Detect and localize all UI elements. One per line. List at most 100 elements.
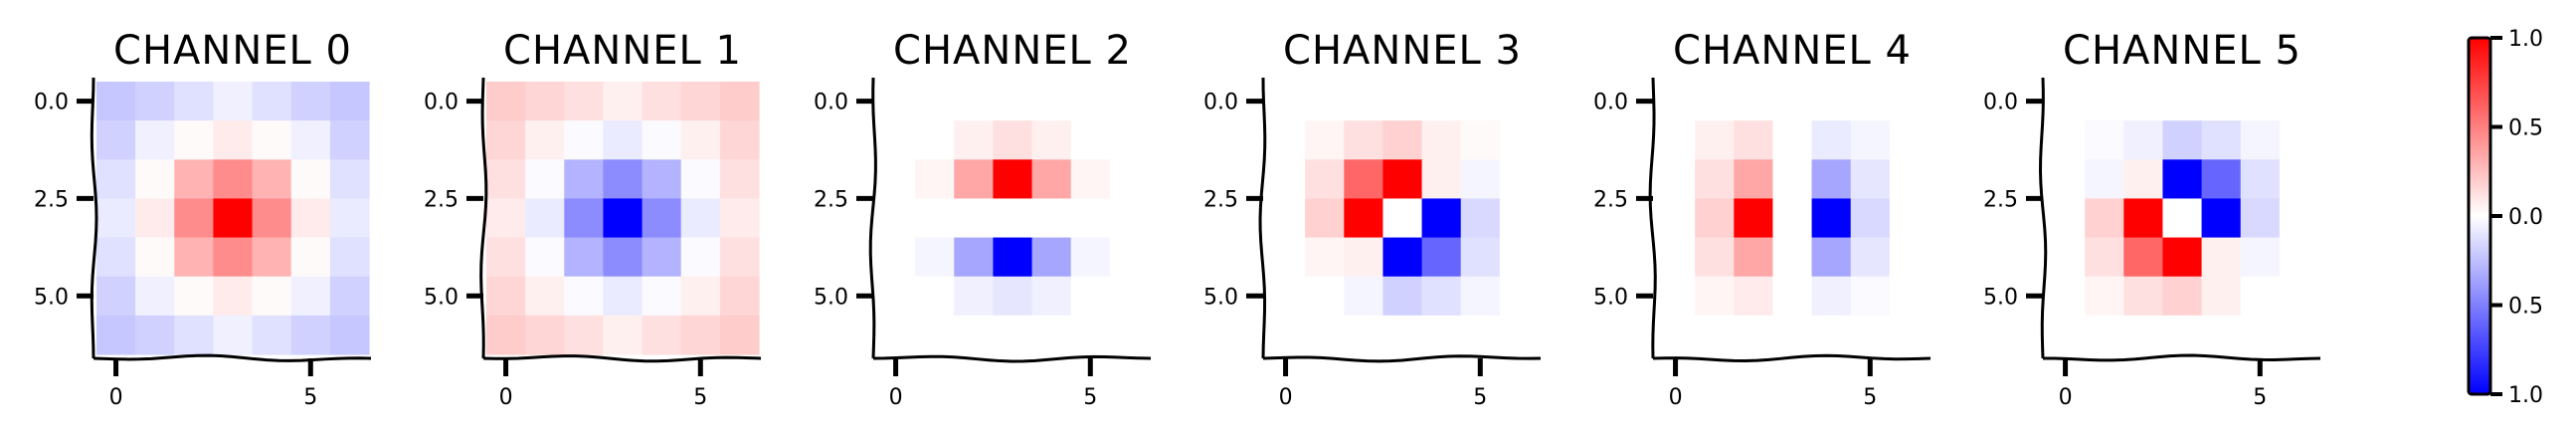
x-tick-label: 5 [693,385,707,410]
heatmap-cell-r3-c3 [213,198,254,239]
heatmap-cell-r1-c3 [1382,120,1423,160]
heatmap-cell-r2-c6 [329,159,370,200]
heatmap-cell-r4-c0 [486,237,526,278]
heatmap-cell-r1-c2 [2123,120,2164,160]
heatmap-cell-r6-c3 [603,315,644,355]
heatmap-cell-r6-c2 [564,315,605,355]
panel-title: CHANNEL 3 [1283,28,1522,74]
heatmap-cell-r0-c6 [1109,82,1150,121]
heatmap-cell-r4-c2 [174,237,215,278]
heatmap-cell-r1-c1 [915,120,955,160]
heatmap-cell-r5-c5 [680,276,721,317]
heatmap-cell-r6-c6 [719,315,760,355]
heatmap-cell-r3-c1 [1305,198,1345,239]
y-tick-label: 5.0 [814,285,848,310]
y-axis-spine [90,77,98,359]
heatmap-cell-r4-c6 [329,237,370,278]
heatmap-cell-r2-c4 [1811,159,1852,200]
y-tick-label: 0.0 [1593,91,1628,115]
heatmap-cell-r4-c6 [719,237,760,278]
heatmap-cell-r6-c4 [2201,315,2242,355]
heatmap-cell-r1-c4 [2201,120,2242,160]
heatmap-cell-r2-c2 [1734,159,1774,200]
x-axis-spine [872,354,1152,363]
heatmap-panels: CHANNEL 0 0.0 2.5 5.0 0 5 CHANNEL 1 0.0 2.5 5.0 0 5… [34,28,2321,410]
heatmap-cell-r3-c3 [1772,198,1813,239]
heatmap-cell-r4-c5 [1850,237,1891,278]
heatmap-cell-r0-c2 [1734,82,1774,121]
heatmap-cell-r0-c4 [642,82,682,121]
y-tick-label: 0.0 [1203,91,1238,115]
heatmap-cell-r6-c0 [486,315,526,355]
heatmap-cell-r0-c4 [1421,82,1462,121]
x-axis-spine [482,354,762,363]
heatmap-panel-1: CHANNEL 1 0.0 2.5 5.0 0 5 [424,28,762,410]
y-tick-label: 5.0 [1983,285,2018,310]
heatmap-cell-r2-c0 [2046,159,2086,200]
heatmap-cell-r1-c6 [1889,120,1930,160]
heatmap-cell-r0-c6 [1499,82,1540,121]
heatmap-cell-r2-c5 [2240,159,2281,200]
heatmap-cell-r3-c0 [2046,198,2086,239]
heatmap-cell-r1-c6 [1499,120,1540,160]
heatmap-cell-r4-c5 [680,237,721,278]
heatmap-cell-r1-c1 [525,120,565,160]
heatmap-cell-r3-c5 [1850,198,1891,239]
heatmap-cell-r2-c1 [135,159,175,200]
x-axis-spine [92,353,372,362]
heatmap-cell-r5-c1 [1695,276,1735,317]
colorbar-tick-label: 0.0 [2508,205,2543,230]
heatmap-cell-r0-c5 [1460,82,1501,121]
heatmap-cell-r0-c5 [1850,82,1891,121]
heatmap-panel-0: CHANNEL 0 0.0 2.5 5.0 0 5 [34,28,372,410]
heatmap-cell-r0-c1 [1305,82,1345,121]
heatmap-cell-r3-c6 [2279,198,2319,239]
heatmap-cell-r0-c4 [1811,82,1852,121]
heatmap-cell-r5-c2 [954,276,995,317]
heatmap-cell-r6-c5 [1070,315,1111,355]
heatmap-cell-r3-c6 [1109,198,1150,239]
heatmap-cell-r3-c6 [719,198,760,239]
heatmap-cell-r2-c6 [719,159,760,200]
heatmap-cell-r0-c2 [1344,82,1384,121]
heatmap-cell-r1-c0 [96,120,136,160]
heatmap-cell-r1-c1 [1695,120,1735,160]
heatmap-cell-r1-c1 [135,120,175,160]
heatmap-cell-r4-c6 [1109,237,1150,278]
heatmap-cell-r2-c5 [1070,159,1111,200]
heatmap-cell-r6-c1 [2085,315,2124,355]
heatmap-cell-r5-c0 [876,276,916,317]
x-tick-label: 5 [1473,385,1487,410]
heatmap-cell-r6-c4 [642,315,682,355]
heatmap-cell-r3-c2 [2123,198,2164,239]
heatmap-cell-r1-c4 [1811,120,1852,160]
heatmap-cell-r4-c4 [252,237,292,278]
heatmap-cell-r3-c3 [993,198,1033,239]
y-tick-label: 2.5 [34,187,69,212]
heatmap-cell-r0-c0 [1656,82,1696,121]
heatmap-cell-r3-c3 [1382,198,1423,239]
heatmap-cell-r0-c1 [2085,82,2124,121]
heatmap-cell-r1-c4 [252,120,292,160]
heatmap-cell-r5-c2 [2123,276,2164,317]
heatmap-cell-r4-c2 [2123,237,2164,278]
heatmap-cell-r6-c6 [2279,315,2319,355]
heatmap-cell-r0-c4 [2201,82,2242,121]
panel-title: CHANNEL 2 [893,28,1132,74]
heatmap-cell-r5-c3 [1772,276,1813,317]
heatmap-cell-r1-c3 [1772,120,1813,160]
heatmap-cell-r4-c0 [96,237,136,278]
heatmap-cell-r1-c2 [1734,120,1774,160]
heatmap-cell-r1-c5 [1460,120,1501,160]
heatmap-cell-r3-c0 [96,198,136,239]
heatmap-cell-r2-c5 [680,159,721,200]
heatmap-cell-r6-c4 [1421,315,1462,355]
heatmap-cell-r4-c1 [525,237,565,278]
heatmap-cell-r3-c2 [1734,198,1774,239]
heatmap-cell-r6-c2 [1734,315,1774,355]
heatmap-cell-r2-c0 [96,159,136,200]
heatmap-cell-r5-c6 [2279,276,2319,317]
heatmap-cell-r4-c5 [1460,237,1501,278]
x-tick-label: 0 [1669,385,1683,410]
